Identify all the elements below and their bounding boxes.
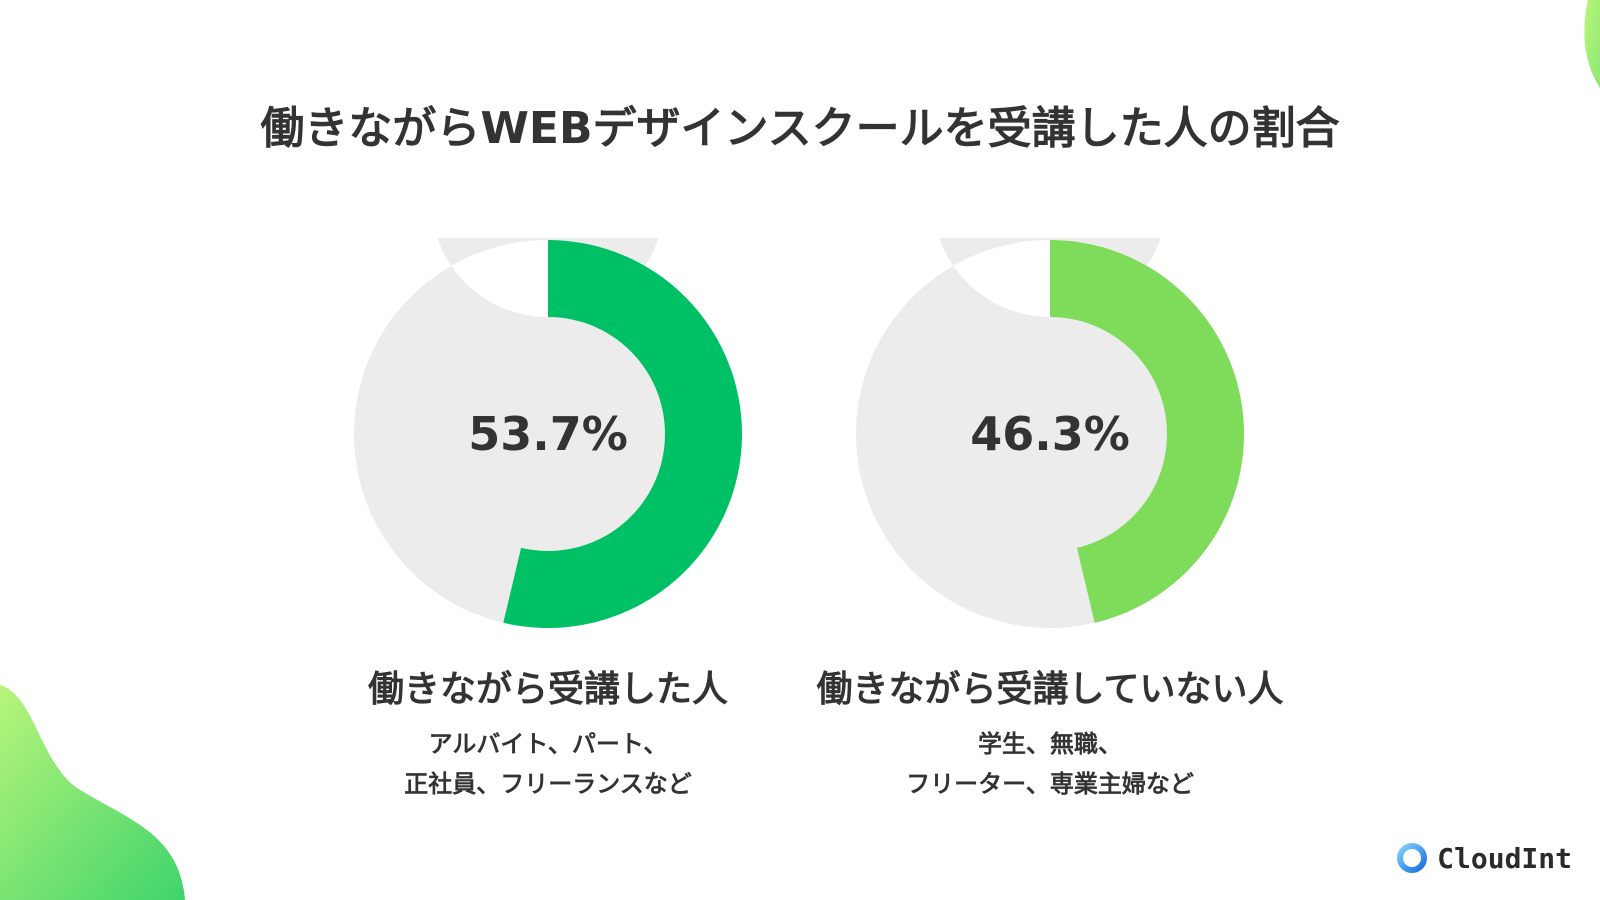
category-label: 働きながら受講していない人 [816,669,1284,710]
chart-title: 働きながらWEBデザインスクールを受講した人の割合 [260,103,1340,154]
description-line: 正社員、フリーランスなど [404,770,692,798]
category-description: アルバイト、パート、 正社員、フリーランスなど [288,724,808,804]
donut-segment [503,240,743,628]
donut-chart-working: 53.7% [352,238,744,630]
donut-value-label: 46.3% [970,407,1130,461]
donut-segment [1050,240,1244,623]
description-line: アルバイト、パート、 [428,730,668,758]
description-line: 学生、無職、 [978,730,1122,758]
corner-blob-top-right [1584,0,1600,230]
description-line: フリーター、専業主婦など [906,770,1194,798]
category-label: 働きながら受講した人 [367,669,728,710]
corner-blob-bottom-left [0,685,185,900]
brand-logo: CloudInt [1395,838,1572,878]
logo-text: CloudInt [1437,841,1572,875]
donut-chart-not-working: 46.3% [854,238,1246,630]
donut-value-label: 53.7% [468,407,628,461]
cloud-ring-logo-icon [1397,843,1428,873]
caption-not-working: 働きながら受講していない人 学生、無職、 フリーター、専業主婦など [790,668,1310,804]
caption-working: 働きながら受講した人 アルバイト、パート、 正社員、フリーランスなど [288,668,808,804]
category-description: 学生、無職、 フリーター、専業主婦など [790,724,1310,804]
